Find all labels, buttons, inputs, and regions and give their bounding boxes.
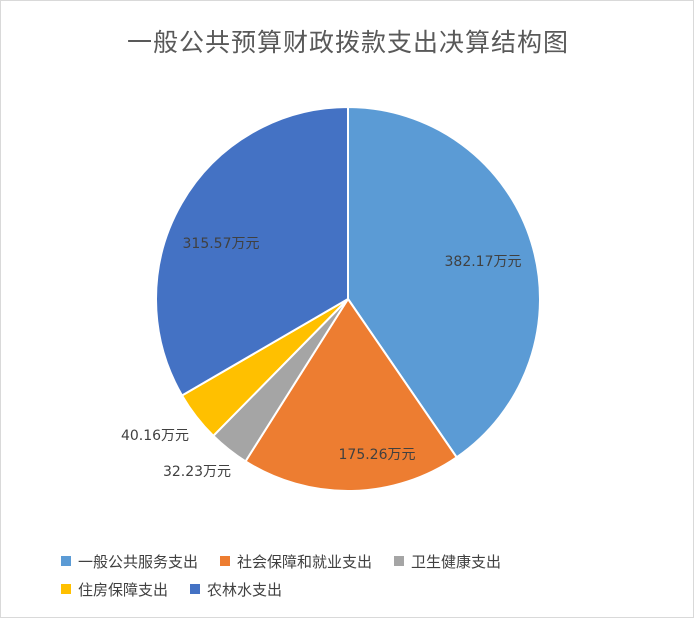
legend-label: 住房保障支出 [78, 580, 169, 599]
legend-swatch [61, 556, 71, 566]
legend-label: 农林水支出 [207, 580, 283, 599]
pie-slice [155, 105, 349, 397]
legend-item: 卫生健康支出 [394, 551, 501, 572]
legend-swatch [190, 584, 201, 594]
legend: 一般公共服务支出 社会保障和就业支出 卫生健康支出住房保障支出 农林水支出 [61, 547, 661, 603]
data-label: 32.23万元 [163, 464, 231, 480]
legend-row: 一般公共服务支出 社会保障和就业支出 卫生健康支出 [61, 547, 661, 575]
legend-row: 住房保障支出 农林水支出 [61, 575, 661, 603]
pie-slice [244, 297, 459, 492]
legend-swatch [394, 556, 405, 566]
legend-label: 一般公共服务支出 [78, 552, 199, 571]
legend-swatch [61, 584, 71, 594]
legend-item: 农林水支出 [190, 579, 282, 600]
chart-title: 一般公共预算财政拨款支出决算结构图 [126, 28, 569, 57]
legend-item: 社会保障和就业支出 [220, 551, 372, 572]
legend-item: 一般公共服务支出 [61, 551, 198, 572]
legend-swatch [220, 556, 231, 566]
data-label: 315.57万元 [183, 236, 260, 252]
data-label: 40.16万元 [121, 428, 189, 444]
legend-label: 社会保障和就业支出 [237, 552, 373, 571]
pie-slice [347, 105, 541, 459]
legend-item: 住房保障支出 [61, 579, 168, 600]
data-label: 382.17万元 [445, 254, 522, 270]
data-label: 175.26万元 [339, 447, 416, 463]
legend-label: 卫生健康支出 [411, 552, 502, 571]
